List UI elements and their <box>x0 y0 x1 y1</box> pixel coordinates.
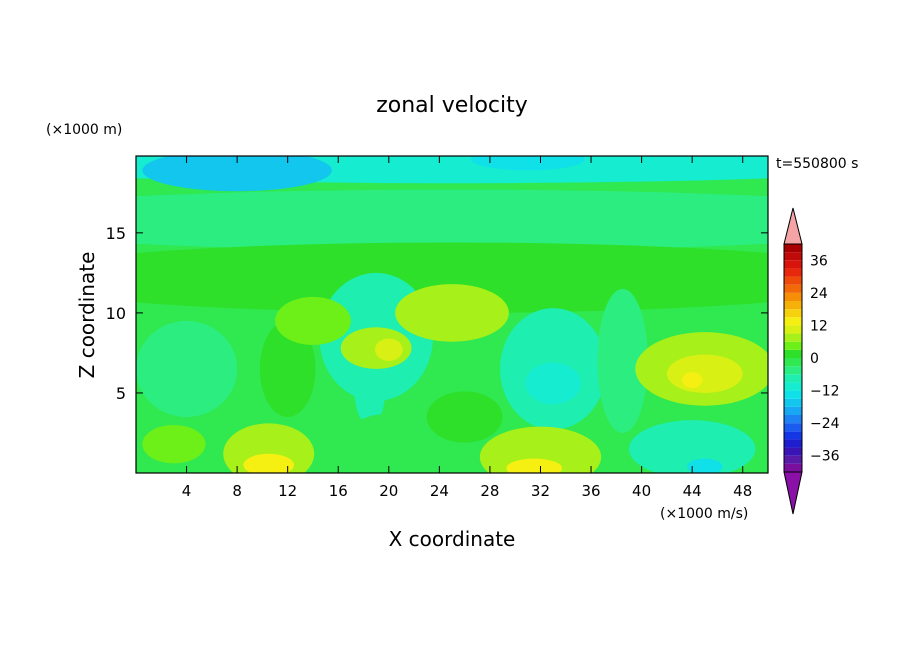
x-tick-label: 16 <box>329 482 348 500</box>
colorbar-swatch <box>784 406 802 415</box>
colorbar-swatch <box>784 398 802 407</box>
field-region-10 <box>597 288 648 433</box>
colorbar-swatch <box>784 447 802 456</box>
colorbar-swatch <box>784 284 802 293</box>
contour-field <box>136 156 768 473</box>
colorbar-swatch <box>784 292 802 301</box>
y-axis-label: Z coordinate <box>75 252 99 379</box>
field-region-18 <box>223 423 315 473</box>
x-unit-label: (×1000 m/s) <box>660 506 748 522</box>
y-tick-label: 15 <box>106 224 126 243</box>
colorbar-swatch <box>784 276 802 285</box>
field-region-11 <box>259 320 316 417</box>
y-tick-label: 5 <box>116 384 126 403</box>
field-region-2 <box>470 156 585 171</box>
colorbar-swatch <box>784 341 802 350</box>
colorbar-swatch <box>784 382 802 391</box>
field-region-24 <box>142 424 206 464</box>
chart-title: zonal velocity <box>376 93 528 118</box>
colorbar-swatch <box>784 252 802 261</box>
field-region-26 <box>426 391 503 443</box>
field-region-7 <box>525 362 581 405</box>
field-region-14 <box>374 338 403 361</box>
x-tick-label: 32 <box>531 482 550 500</box>
x-tick-label: 20 <box>379 482 398 500</box>
x-tick-label: 4 <box>182 482 192 500</box>
colorbar-swatch <box>784 423 802 432</box>
colorbar-tick-label: −36 <box>810 449 840 465</box>
colorbar-swatch <box>784 244 802 253</box>
field-region-12 <box>395 284 509 342</box>
colorbar-swatch <box>784 455 802 464</box>
field-region-16 <box>666 354 743 393</box>
colorbar-tick-label: 12 <box>810 318 828 334</box>
colorbar-swatch <box>784 374 802 383</box>
colorbar-swatch <box>784 358 802 367</box>
field-region-3 <box>136 189 768 251</box>
y-axis-ticks: 5 10 15 <box>106 224 768 403</box>
colorbar-tick-label: −12 <box>810 384 840 400</box>
colorbar-swatch <box>784 366 802 375</box>
colorbar-over-arrow <box>783 207 803 245</box>
colorbar-swatch <box>784 415 802 424</box>
x-tick-label: 44 <box>683 482 702 500</box>
colorbar-tick-label: 0 <box>810 351 819 367</box>
colorbar-swatch <box>784 463 802 472</box>
y-tick-label: 10 <box>106 304 126 323</box>
colorbar-swatch <box>784 333 802 342</box>
colorbar-swatch <box>784 390 802 399</box>
colorbar-frame <box>783 243 803 473</box>
field-region-9 <box>354 360 386 425</box>
colorbar-swatch <box>784 439 802 448</box>
x-tick-label: 36 <box>581 482 600 500</box>
colorbar-swatch <box>784 317 802 326</box>
y-unit-label: (×1000 m) <box>46 122 122 138</box>
field-region-20 <box>479 426 602 473</box>
field-region-1 <box>142 156 332 192</box>
field-region-17 <box>682 372 703 389</box>
field-region-23 <box>687 458 723 473</box>
field-region-21 <box>506 458 562 473</box>
x-tick-label: 48 <box>733 482 752 500</box>
field-region-27 <box>275 296 351 345</box>
field-region-19 <box>243 453 294 473</box>
x-axis-ticks: 4 8 12 16 20 24 28 32 36 40 44 48 <box>182 156 752 500</box>
colorbar-tick-label: −24 <box>810 416 840 432</box>
colorbar-swatch <box>784 431 802 440</box>
x-tick-label: 8 <box>232 482 242 500</box>
x-tick-label: 40 <box>632 482 651 500</box>
colorbar-swatch <box>784 309 802 318</box>
field-region-8 <box>136 320 238 417</box>
x-tick-label: 12 <box>278 482 297 500</box>
colorbar-swatch <box>784 260 802 269</box>
colorbar-swatch <box>784 301 802 310</box>
colorbar: 36 24 12 0 −12 −24 −36 <box>783 207 840 515</box>
field-region-25 <box>350 413 427 453</box>
colorbar-tick-label: 24 <box>810 286 828 302</box>
plot-frame <box>135 155 769 474</box>
x-axis-label: X coordinate <box>389 527 516 551</box>
colorbar-swatch <box>784 325 802 334</box>
colorbar-under-arrow <box>783 471 803 515</box>
time-label: t=550800 s <box>776 156 858 172</box>
x-tick-label: 24 <box>430 482 449 500</box>
field-region-4 <box>136 242 768 313</box>
colorbar-swatch <box>784 268 802 277</box>
colorbar-tick-label: 36 <box>810 253 828 269</box>
colorbar-swatch <box>784 349 802 358</box>
field-region-22 <box>628 420 756 473</box>
x-tick-label: 28 <box>480 482 499 500</box>
